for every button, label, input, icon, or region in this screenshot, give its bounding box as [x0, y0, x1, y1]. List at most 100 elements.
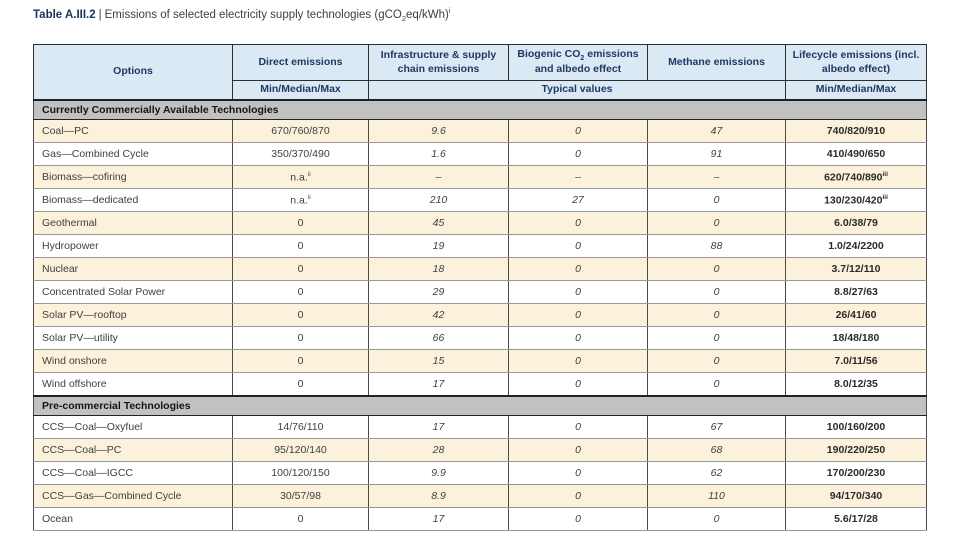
cell-option: Hydropower — [33, 234, 233, 259]
title-subscript: 2 — [401, 14, 407, 24]
cell-direct: n.a.ii — [232, 188, 369, 213]
cell-infra: 9.9 — [368, 461, 509, 486]
cell-value: 130/230/420 — [824, 194, 883, 207]
cell-direct: 0 — [232, 234, 369, 259]
section-row-precommercial: Pre-commercial Technologies — [33, 394, 927, 417]
cell-direct: 95/120/140 — [232, 438, 369, 463]
cell-infra: 15 — [368, 349, 509, 374]
cell-lifecycle: 8.0/12/35 — [785, 372, 927, 397]
table-row: CCS—Coal—PC 95/120/140 28 0 68 190/220/2… — [33, 438, 927, 463]
table-body: Currently Commercially Available Technol… — [33, 98, 927, 532]
table-row: CCS—Coal—IGCC 100/120/150 9.9 0 62 170/2… — [33, 461, 927, 486]
cell-biogenic: 0 — [508, 438, 648, 463]
cell-infra: 17 — [368, 372, 509, 397]
cell-methane: 110 — [647, 484, 786, 509]
cell-methane: 62 — [647, 461, 786, 486]
cell-direct: 100/120/150 — [232, 461, 369, 486]
footnote-mark: iii — [882, 170, 888, 178]
cell-methane: 0 — [647, 211, 786, 236]
cell-direct: 0 — [232, 211, 369, 236]
cell-option: Biomass—cofiring — [33, 165, 233, 190]
cell-methane: 0 — [647, 280, 786, 305]
footnote-mark: ii — [307, 170, 311, 178]
table-row: Biomass—dedicated n.a.ii 210 27 0 130/23… — [33, 188, 927, 213]
cell-biogenic: 0 — [508, 484, 648, 509]
cell-biogenic: 0 — [508, 142, 648, 167]
cell-direct: 14/76/110 — [232, 415, 369, 440]
cell-option: Concentrated Solar Power — [33, 280, 233, 305]
cell-infra: 1.6 — [368, 142, 509, 167]
biogenic-subscript: 2 — [580, 55, 585, 63]
cell-biogenic: 0 — [508, 119, 648, 144]
col-header-methane: Methane emissions — [647, 44, 786, 81]
subheader-lifecycle-minmedmax: Min/Median/Max — [785, 79, 927, 101]
title-text-end: eq/kWh) — [406, 8, 449, 21]
table-row: Concentrated Solar Power 0 29 0 0 8.8/27… — [33, 280, 927, 305]
cell-option: CCS—Coal—Oxyfuel — [33, 415, 233, 440]
cell-biogenic: 0 — [508, 234, 648, 259]
cell-direct: 0 — [232, 257, 369, 282]
table-row: Ocean 0 17 0 0 5.6/17/28 — [33, 507, 927, 532]
cell-option: Ocean — [33, 507, 233, 532]
cell-lifecycle: 170/200/230 — [785, 461, 927, 486]
cell-direct: n.a.ii — [232, 165, 369, 190]
cell-methane: 47 — [647, 119, 786, 144]
cell-lifecycle: 190/220/250 — [785, 438, 927, 463]
cell-biogenic: 0 — [508, 326, 648, 351]
cell-methane: 0 — [647, 188, 786, 213]
cell-lifecycle: 18/48/180 — [785, 326, 927, 351]
table-row: CCS—Coal—Oxyfuel 14/76/110 17 0 67 100/1… — [33, 415, 927, 440]
cell-option: Wind onshore — [33, 349, 233, 374]
cell-infra: 45 — [368, 211, 509, 236]
cell-lifecycle: 620/740/890iii — [785, 165, 927, 190]
cell-biogenic: 27 — [508, 188, 648, 213]
cell-infra: 42 — [368, 303, 509, 328]
cell-biogenic: 0 — [508, 303, 648, 328]
cell-direct: 0 — [232, 326, 369, 351]
cell-direct: 0 — [232, 372, 369, 397]
cell-option: Wind offshore — [33, 372, 233, 397]
biogenic-label: Biogenic CO — [517, 48, 581, 61]
cell-option: Coal—PC — [33, 119, 233, 144]
cell-lifecycle: 130/230/420iii — [785, 188, 927, 213]
table-header: Options Direct emissions Infrastructure … — [33, 43, 927, 101]
table-number: Table A.III.2 — [33, 8, 96, 21]
cell-lifecycle: 7.0/11/56 — [785, 349, 927, 374]
subheader-direct-minmedmax: Min/Median/Max — [232, 79, 369, 101]
cell-lifecycle: 740/820/910 — [785, 119, 927, 144]
cell-methane: 0 — [647, 507, 786, 532]
cell-option: CCS—Coal—IGCC — [33, 461, 233, 486]
cell-biogenic: 0 — [508, 461, 648, 486]
col-header-biogenic: Biogenic CO2 emissions and albedo effect — [508, 44, 648, 81]
subheader-typical-values: Typical values — [368, 79, 786, 101]
cell-biogenic: 0 — [508, 349, 648, 374]
cell-methane: 0 — [647, 326, 786, 351]
header-row-main: Options Direct emissions Infrastructure … — [33, 43, 927, 101]
cell-lifecycle: 26/41/60 — [785, 303, 927, 328]
table-row: Geothermal 0 45 0 0 6.0/38/79 — [33, 211, 927, 236]
cell-biogenic: 0 — [508, 211, 648, 236]
cell-lifecycle: 5.6/17/28 — [785, 507, 927, 532]
cell-direct: 0 — [232, 349, 369, 374]
cell-option: Gas—Combined Cycle — [33, 142, 233, 167]
cell-infra: – — [368, 165, 509, 190]
cell-methane: 91 — [647, 142, 786, 167]
cell-value: 620/740/890 — [824, 171, 883, 184]
col-header-lifecycle: Lifecycle emissions (incl. albedo effect… — [785, 44, 927, 81]
cell-infra: 9.6 — [368, 119, 509, 144]
cell-lifecycle: 410/490/650 — [785, 142, 927, 167]
cell-methane: 0 — [647, 257, 786, 282]
cell-option: Geothermal — [33, 211, 233, 236]
biogenic-label-end: emissions and albedo effect — [534, 48, 639, 76]
cell-lifecycle: 1.0/24/2200 — [785, 234, 927, 259]
cell-biogenic: – — [508, 165, 648, 190]
table-row: Wind offshore 0 17 0 0 8.0/12/35 — [33, 372, 927, 397]
cell-infra: 18 — [368, 257, 509, 282]
table-row: Wind onshore 0 15 0 0 7.0/11/56 — [33, 349, 927, 374]
cell-direct: 0 — [232, 507, 369, 532]
footnote-mark: ii — [307, 193, 311, 201]
table-row: Solar PV—utility 0 66 0 0 18/48/180 — [33, 326, 927, 351]
cell-value: n.a. — [290, 194, 308, 207]
col-header-infrastructure: Infrastructure & supply chain emissions — [368, 44, 509, 81]
